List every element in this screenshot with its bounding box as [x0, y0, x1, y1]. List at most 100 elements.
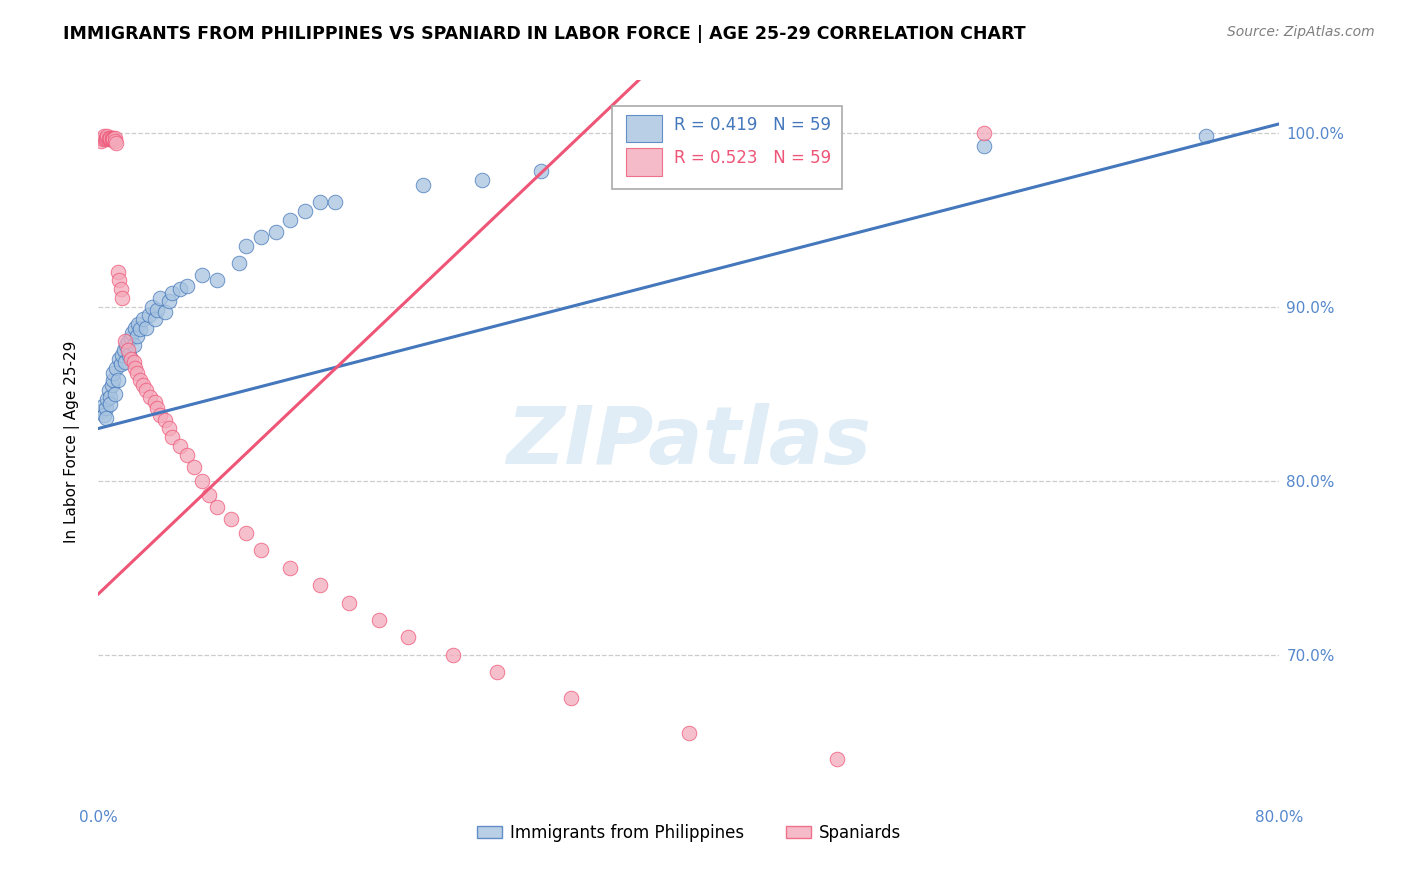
- Point: [94, 130, 117, 145]
- Point: [108, 273, 131, 287]
- Point: [98, 397, 121, 411]
- Point: [183, 459, 205, 474]
- Point: [122, 338, 145, 352]
- Point: [114, 355, 136, 369]
- Point: [96, 392, 118, 406]
- Point: [128, 322, 150, 336]
- Point: [162, 430, 183, 444]
- Point: [309, 195, 332, 210]
- Point: [235, 238, 257, 252]
- Text: ZIPatlas: ZIPatlas: [506, 402, 872, 481]
- Point: [120, 331, 142, 345]
- Point: [114, 334, 136, 349]
- Point: [103, 373, 125, 387]
- Point: [132, 378, 155, 392]
- Point: [111, 291, 134, 305]
- Point: [115, 338, 138, 352]
- Point: [98, 132, 121, 146]
- Point: [127, 317, 149, 331]
- Point: [97, 130, 120, 145]
- Point: [264, 225, 287, 239]
- Point: [138, 308, 160, 322]
- Point: [441, 648, 464, 662]
- Point: [412, 178, 434, 192]
- Point: [105, 136, 128, 150]
- Y-axis label: In Labor Force | Age 25-29: In Labor Force | Age 25-29: [65, 341, 80, 542]
- Point: [191, 474, 214, 488]
- Point: [146, 401, 169, 415]
- Point: [117, 334, 139, 349]
- Point: [678, 726, 700, 740]
- Point: [530, 163, 553, 178]
- Point: [112, 343, 135, 358]
- Point: [143, 311, 166, 326]
- Point: [100, 378, 122, 392]
- Point: [104, 130, 127, 145]
- Point: [91, 132, 114, 146]
- Point: [280, 561, 302, 575]
- Point: [98, 390, 121, 404]
- Point: [98, 130, 121, 145]
- Point: [97, 132, 120, 146]
- Point: [107, 265, 129, 279]
- Point: [323, 195, 346, 210]
- Point: [973, 126, 995, 140]
- Point: [100, 132, 122, 146]
- Point: [124, 360, 146, 375]
- Point: [94, 132, 117, 146]
- Point: [560, 691, 582, 706]
- Text: R = 0.419   N = 59: R = 0.419 N = 59: [673, 116, 831, 134]
- Point: [97, 383, 120, 397]
- Point: [135, 383, 157, 397]
- Point: [707, 152, 730, 166]
- Point: [135, 320, 157, 334]
- Point: [157, 421, 180, 435]
- Point: [250, 230, 273, 244]
- Point: [149, 408, 172, 422]
- FancyBboxPatch shape: [626, 115, 662, 143]
- Point: [169, 282, 191, 296]
- Point: [176, 278, 198, 293]
- Point: [339, 596, 361, 610]
- Point: [250, 543, 273, 558]
- Point: [191, 268, 214, 283]
- Point: [108, 351, 131, 366]
- Point: [973, 139, 995, 153]
- Point: [90, 134, 112, 148]
- Point: [120, 351, 142, 366]
- Point: [94, 401, 117, 415]
- Point: [125, 366, 148, 380]
- Point: [121, 326, 143, 340]
- Point: [1195, 128, 1218, 143]
- Point: [176, 448, 198, 462]
- Point: [104, 134, 127, 148]
- Point: [143, 395, 166, 409]
- Text: IMMIGRANTS FROM PHILIPPINES VS SPANIARD IN LABOR FORCE | AGE 25-29 CORRELATION C: IMMIGRANTS FROM PHILIPPINES VS SPANIARD …: [63, 25, 1026, 43]
- Point: [103, 366, 125, 380]
- Point: [118, 348, 141, 362]
- Point: [103, 132, 125, 146]
- Text: Source: ZipAtlas.com: Source: ZipAtlas.com: [1227, 25, 1375, 39]
- Point: [128, 373, 150, 387]
- Point: [141, 300, 163, 314]
- Point: [162, 285, 183, 300]
- Point: [105, 360, 128, 375]
- Point: [198, 488, 221, 502]
- Point: [205, 500, 228, 514]
- Point: [169, 439, 191, 453]
- Point: [93, 130, 115, 145]
- Point: [280, 212, 302, 227]
- Point: [153, 413, 176, 427]
- Point: [132, 311, 155, 326]
- Point: [294, 203, 316, 218]
- Point: [96, 128, 118, 143]
- Point: [96, 130, 118, 145]
- Legend: Immigrants from Philippines, Spaniards: Immigrants from Philippines, Spaniards: [470, 817, 908, 848]
- Point: [104, 386, 127, 401]
- Point: [100, 130, 122, 145]
- Point: [398, 631, 420, 645]
- FancyBboxPatch shape: [626, 148, 662, 176]
- Point: [91, 399, 114, 413]
- Text: R = 0.523   N = 59: R = 0.523 N = 59: [673, 149, 831, 168]
- Point: [90, 404, 112, 418]
